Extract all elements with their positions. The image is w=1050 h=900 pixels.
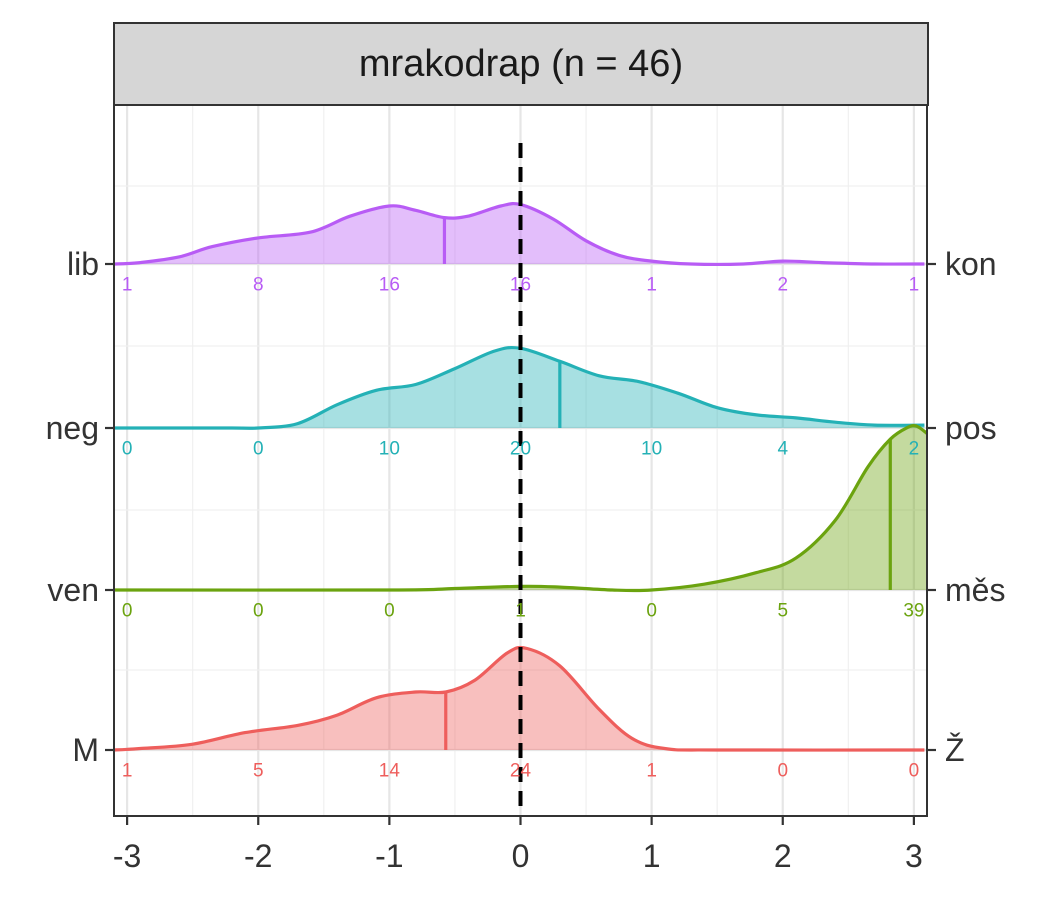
count-label: 0 [646, 601, 657, 622]
count-label: 0 [122, 439, 133, 460]
count-label: 0 [384, 601, 395, 622]
count-label: 5 [777, 601, 788, 622]
count-labels: 1 8 16 16 1 2 10 0 10 20 10 4 20 0 0 1 0 5 391 5 14 24 1 0 0 [122, 275, 925, 782]
count-label: 10 [379, 439, 400, 460]
count-label: 0 [253, 601, 264, 622]
count-label: 1 [646, 275, 657, 296]
density-line [114, 345, 925, 430]
chart-title: mrakodrap (n = 46) [359, 43, 683, 85]
x-tick-label: 3 [905, 838, 923, 874]
count-label: 0 [777, 761, 788, 782]
x-tick-label: -2 [244, 838, 272, 874]
x-tick-label: -1 [375, 838, 403, 874]
left-axis-label: lib [67, 246, 99, 282]
count-label: 1 [122, 761, 133, 782]
count-label: 10 [641, 439, 662, 460]
x-tick-label: 2 [774, 838, 792, 874]
count-label: 1 [515, 601, 526, 622]
facet-strip: mrakodrap (n = 46) [113, 22, 929, 106]
facet-strip-background [113, 22, 929, 106]
right-axis-label: Ž [945, 732, 965, 768]
ridge-ven-měs [113, 424, 928, 593]
count-label: 39 [903, 601, 924, 622]
count-label: 1 [122, 275, 133, 296]
density-area [114, 203, 925, 265]
right-axis-label: měs [945, 572, 1005, 608]
ridge-lib-kon [113, 201, 925, 266]
count-label: 16 [510, 275, 531, 296]
count-label: 1 [909, 275, 920, 296]
count-label: 5 [253, 761, 264, 782]
x-tick-label: 1 [643, 838, 661, 874]
count-label: 0 [253, 439, 264, 460]
count-label: 4 [777, 439, 788, 460]
density-area [114, 425, 927, 591]
axes: -3 -2 -1 0 1 2 3 lib kon neg pos ven měs M Ž [46, 246, 1006, 874]
right-axis-label: pos [945, 410, 997, 446]
x-tick-label: 0 [512, 838, 530, 874]
left-axis-label: M [72, 732, 99, 768]
count-label: 14 [379, 761, 401, 782]
left-axis-label: ven [47, 572, 99, 608]
count-label: 16 [379, 275, 400, 296]
density-line [113, 424, 928, 593]
density-line [113, 645, 925, 752]
count-label: 24 [510, 761, 532, 782]
count-label: 20 [510, 439, 531, 460]
right-axis-label: kon [945, 246, 997, 282]
density-line [113, 201, 925, 266]
count-label: 8 [253, 275, 264, 296]
left-axis-label: neg [46, 410, 99, 446]
count-label: 2 [777, 275, 788, 296]
count-label: 2 [909, 439, 920, 460]
count-label: 1 [646, 761, 657, 782]
count-label: 0 [122, 601, 133, 622]
x-tick-label: -3 [113, 838, 141, 874]
count-label: 0 [909, 761, 920, 782]
